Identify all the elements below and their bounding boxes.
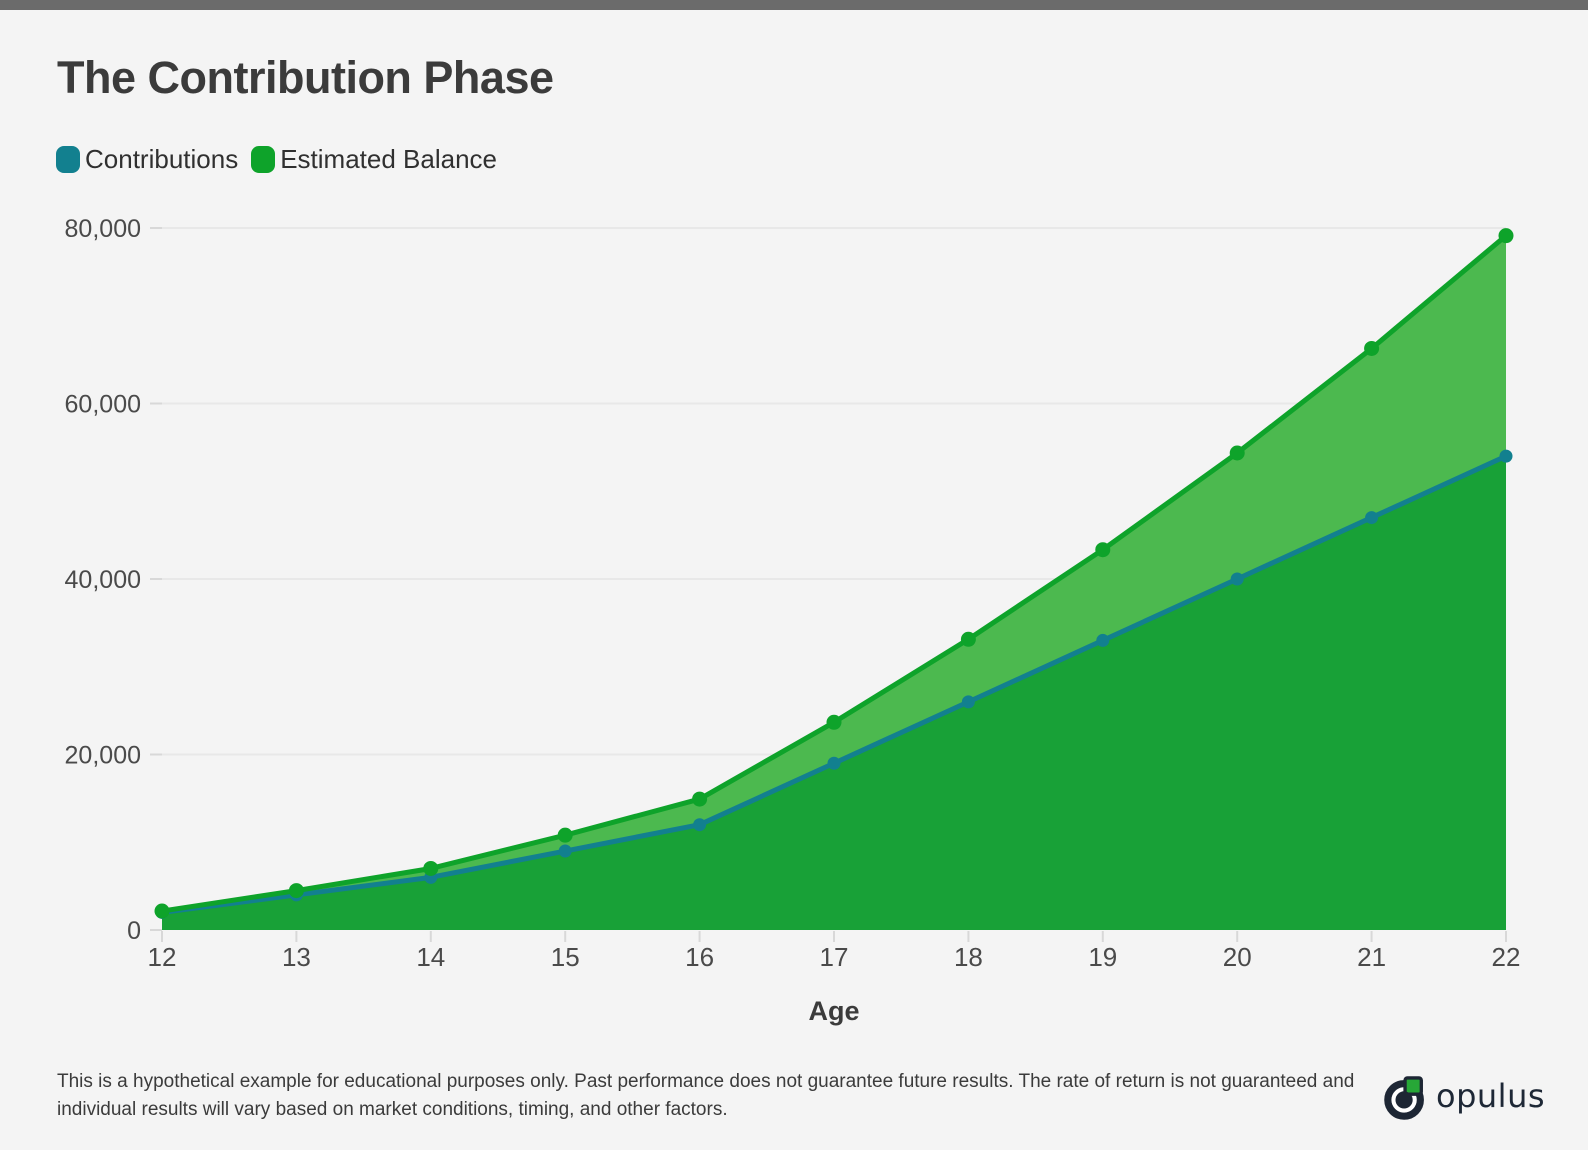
contributions-point [1230,572,1244,586]
x-tick-label: 17 [820,942,849,972]
estimated-balance-point [826,714,842,730]
estimated-balance-point [557,827,573,843]
contributions-point [961,695,975,709]
page-title: The Contribution Phase [57,52,554,103]
legend-label-estimated-balance: Estimated Balance [280,144,497,174]
contributions-point [1096,633,1110,647]
disclaimer-line-2: individual results will vary based on ma… [57,1099,728,1120]
top-accent-bar [0,0,1588,10]
y-tick-label: 80,000 [65,215,141,243]
estimated-balance-point [423,860,439,876]
estimated-balance-point [692,791,708,807]
x-tick-label: 14 [416,942,445,972]
disclaimer-line-1: This is a hypothetical example for educa… [57,1071,1355,1092]
estimated-balance-swatch-icon [251,146,276,173]
legend-label-contributions: Contributions [85,144,239,174]
y-tick-label: 60,000 [65,391,141,419]
contributions-point [1365,511,1379,525]
estimated-balance-point [1364,340,1380,356]
y-tick-label: 20,000 [65,742,141,770]
y-tick-label: 40,000 [65,566,141,594]
contributions-area [162,456,1506,930]
x-tick-label: 15 [551,942,580,972]
estimated-balance-point [288,883,304,899]
x-tick-label: 12 [148,942,177,972]
contributions-point [827,756,841,770]
contributions-point [1499,449,1513,463]
x-axis-title: Age [808,996,860,1026]
estimated-balance-point [154,903,170,919]
estimated-balance-point [1498,228,1514,244]
estimated-balance-point [1229,445,1245,461]
opulus-wordmark: opulus [1436,1077,1546,1115]
x-tick-label: 18 [954,942,983,972]
chart-legend: Contributions Estimated Balance [56,144,497,175]
x-tick-label: 20 [1223,942,1252,972]
legend-item-estimated-balance: Estimated Balance [251,144,497,175]
disclaimer-text: This is a hypothetical example for educa… [57,1068,1354,1124]
x-tick-label: 22 [1492,942,1521,972]
contributions-point [558,844,572,858]
contributions-point [693,818,707,832]
opulus-logo: opulus [1384,1076,1545,1120]
x-tick-label: 19 [1088,942,1117,972]
estimated-balance-point [960,631,976,647]
y-tick-label: 0 [127,917,141,945]
estimated-balance-point [1095,542,1111,558]
opulus-logo-icon [1384,1076,1424,1120]
legend-item-contributions: Contributions [56,144,238,175]
x-tick-label: 16 [685,942,714,972]
x-tick-label: 21 [1357,942,1386,972]
contributions-swatch-icon [56,146,80,173]
x-tick-label: 13 [282,942,311,972]
